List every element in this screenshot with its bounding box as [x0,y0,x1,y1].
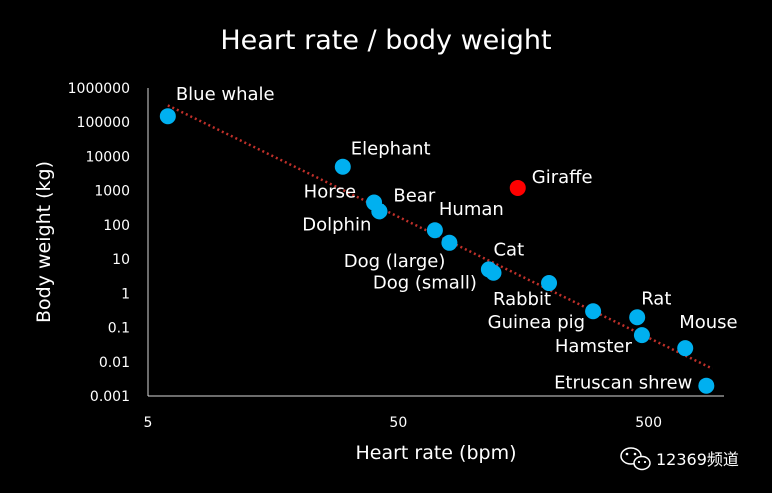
data-point [480,261,497,278]
data-point [159,108,176,125]
data-point [677,340,694,357]
y-tick-label: 10000 [85,149,130,165]
data-label: Bear [393,185,435,206]
data-labels: Blue whale Elephant Horse Bear Dolphin Giraff… [176,84,738,394]
data-point [541,275,558,292]
data-label: Elephant [351,139,431,160]
y-tick-label: 0.001 [90,389,130,405]
data-point [629,309,646,326]
chart-title: Heart rate / body weight [220,25,551,56]
wechat-icon [620,447,651,471]
data-label: Human [439,199,504,220]
y-tick-label: 10 [112,252,130,268]
x-tick-labels: 5 50 500 [144,415,662,431]
data-label: Guinea pig [488,312,585,333]
data-label: Cat [493,240,524,261]
data-point [426,222,443,239]
data-label: Hamster [555,336,633,357]
data-point [334,158,351,175]
data-point [698,377,715,394]
data-label: Dog (small) [373,272,477,293]
y-axis-title: Body weight (kg) [33,161,55,323]
data-label: Rat [641,288,671,309]
data-label: Dog (large) [344,251,446,272]
y-tick-labels: 1000000 100000 10000 1000 100 10 1 0.1 0.01 0.001 [68,81,130,405]
y-tick-label: 100000 [77,115,130,131]
y-tick-label: 1 [121,286,130,302]
x-axis-title: Heart rate (bpm) [355,442,516,464]
data-label: Rabbit [493,289,551,310]
trendline [167,104,714,370]
y-tick-label: 0.1 [108,321,130,337]
y-tick-label: 0.01 [99,355,130,371]
x-tick-label: 500 [635,415,662,431]
data-label: Dolphin [302,214,371,235]
data-point [585,303,602,320]
watermark: 12369频道 [620,447,739,471]
data-points [159,108,715,394]
data-point [633,327,650,344]
y-tick-label: 1000000 [68,81,130,97]
watermark-text: 12369频道 [656,450,739,469]
data-label: Giraffe [532,167,593,188]
data-point [441,234,458,251]
data-label: Blue whale [176,84,275,105]
data-point [509,179,526,196]
data-label: Etruscan shrew [554,373,692,394]
y-tick-label: 100 [103,218,130,234]
y-tick-label: 1000 [94,184,130,200]
data-point [371,203,388,220]
x-tick-label: 5 [144,415,153,431]
data-label: Horse [304,182,356,203]
x-tick-label: 50 [389,415,407,431]
data-label: Mouse [679,312,737,333]
